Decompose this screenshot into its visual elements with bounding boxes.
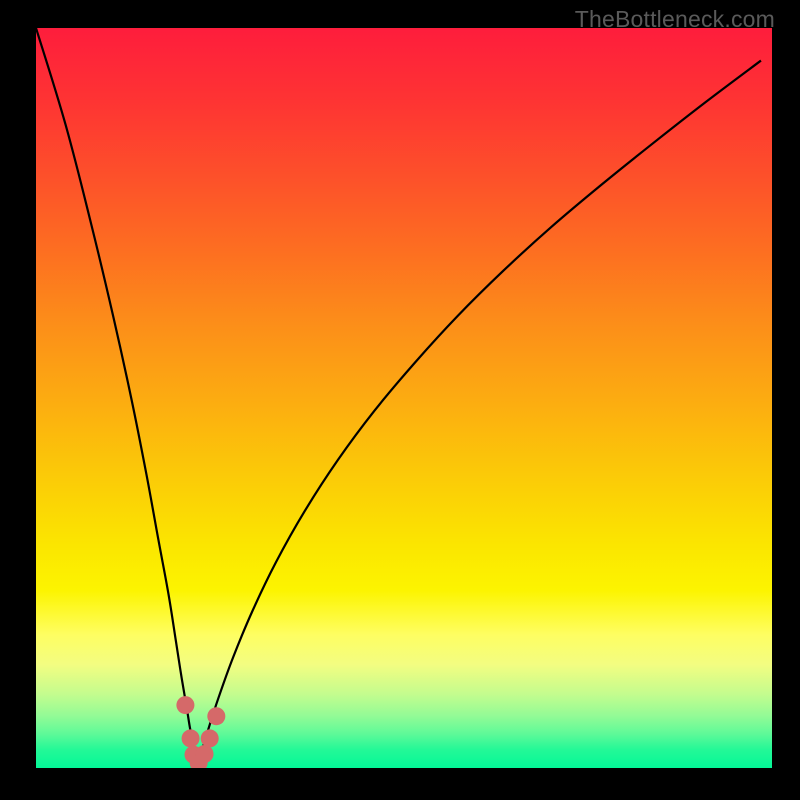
marker-dot	[196, 745, 214, 763]
chart-container: TheBottleneck.com	[0, 0, 800, 800]
marker-dot	[207, 707, 225, 725]
watermark-text: TheBottleneck.com	[575, 6, 775, 33]
chart-background	[36, 28, 772, 768]
marker-dot	[176, 696, 194, 714]
marker-dot	[182, 729, 200, 747]
marker-dot	[201, 729, 219, 747]
chart-svg	[0, 0, 800, 800]
